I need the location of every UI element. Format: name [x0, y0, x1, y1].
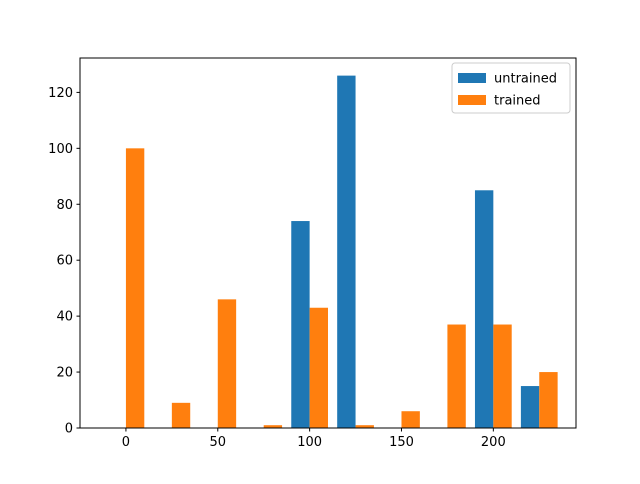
y-tick-label: 0	[65, 422, 73, 437]
bar-trained-0	[125, 148, 145, 428]
bar-trained-9	[539, 372, 558, 428]
x-tick-label: 50	[210, 435, 227, 450]
bar-trained-5	[355, 425, 374, 428]
y-tick-label: 120	[48, 86, 73, 101]
bar-untrained-9	[520, 386, 540, 428]
legend-swatch-untrained	[458, 73, 486, 83]
x-tick-label: 100	[297, 435, 322, 450]
y-tick-label: 40	[56, 310, 73, 325]
x-tick-label: 150	[389, 435, 414, 450]
y-tick-label: 60	[56, 254, 73, 269]
x-tick-label: 200	[481, 435, 506, 450]
x-tick-label: 0	[122, 435, 130, 450]
bar-trained-6	[401, 411, 420, 428]
y-tick-label: 20	[56, 366, 73, 381]
bar-untrained-4	[291, 221, 310, 428]
y-tick-label: 100	[48, 142, 73, 157]
x-axis: 0 50 100 150 200	[122, 428, 506, 450]
bar-untrained-5	[337, 75, 356, 428]
bar-trained-3	[263, 425, 283, 428]
bar-trained-4	[309, 307, 328, 428]
legend-swatch-trained	[458, 95, 486, 105]
plot-frame	[79, 57, 577, 429]
legend: untrained trained	[451, 62, 571, 114]
legend-label-trained: trained	[494, 94, 541, 109]
bar-trained-2	[217, 299, 237, 428]
bar-untrained-8	[474, 190, 494, 428]
y-axis: 0 20 40 60 80 100 120	[48, 86, 80, 437]
bar-trained-7	[447, 324, 466, 428]
bar-trained-8	[493, 324, 512, 428]
y-tick-label: 80	[56, 198, 73, 213]
legend-label-untrained: untrained	[494, 72, 557, 87]
bar-trained-1	[171, 402, 191, 428]
bars-layer	[125, 75, 558, 428]
